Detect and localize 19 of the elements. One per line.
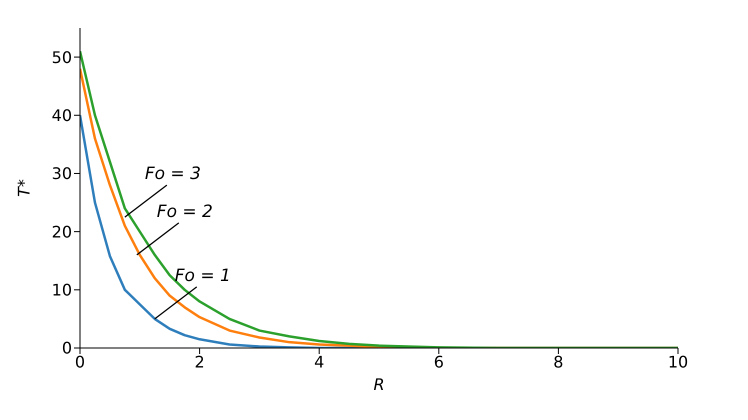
- x-tick-label: 4: [314, 352, 324, 372]
- callout: Fo = 1: [154, 266, 231, 320]
- y-axis-title: T*: [14, 179, 34, 197]
- annotation: Fo = 3: [144, 164, 201, 184]
- annotation: Fo = 2: [156, 202, 213, 222]
- y-tick-label: 20: [52, 222, 72, 242]
- x-axis-title: R: [373, 375, 385, 394]
- x-tick-label: 10: [668, 352, 688, 372]
- y-tick-label: 0: [62, 338, 72, 358]
- x-tick-label: 0: [74, 352, 86, 372]
- x-tick-label: 8: [553, 352, 564, 372]
- y-tick-label: 10: [52, 280, 72, 300]
- y-tick-label: 30: [52, 164, 72, 184]
- x-tick-label: 6: [434, 352, 444, 372]
- y-tick-label: 40: [52, 106, 72, 125]
- annotation: Fo = 1: [174, 266, 231, 286]
- callout: Fo = 2: [136, 202, 213, 256]
- x-tick-label: 2: [194, 352, 205, 372]
- y-tick-label: 50: [52, 48, 72, 67]
